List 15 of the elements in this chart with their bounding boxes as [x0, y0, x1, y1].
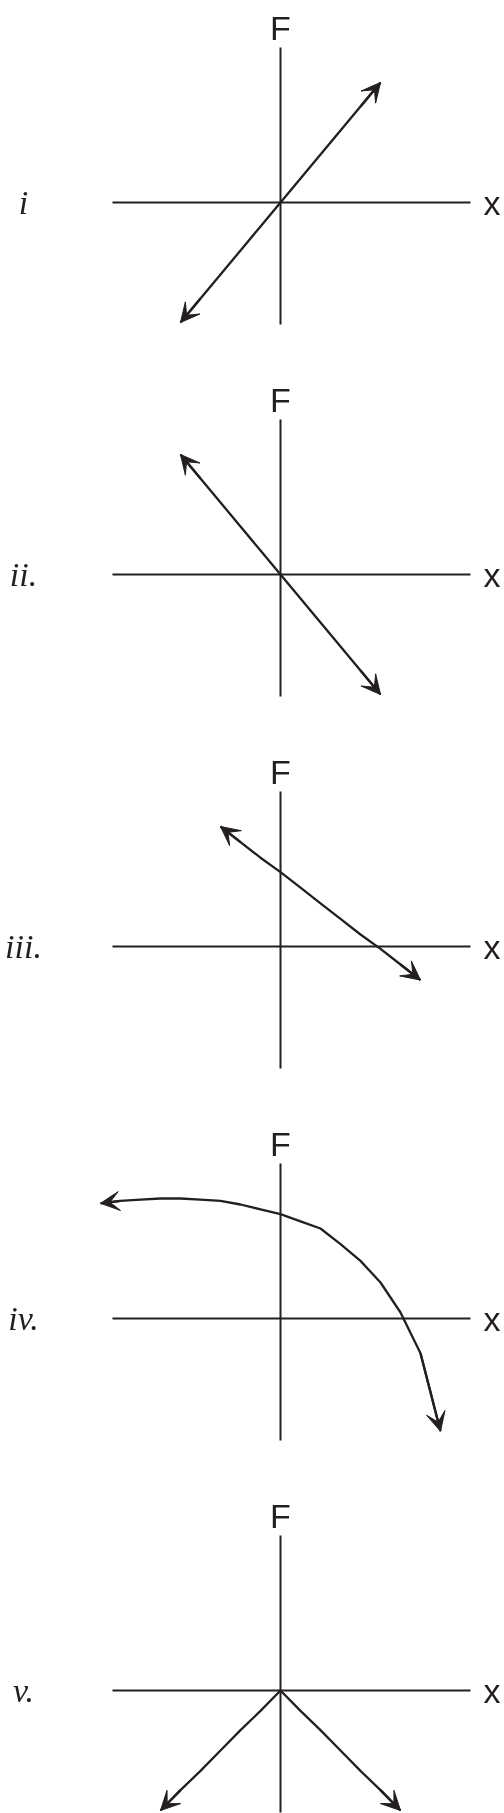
- x-axis-title: x: [483, 183, 501, 222]
- y-axis-title: F: [270, 752, 291, 791]
- y-axis-title: F: [270, 1496, 291, 1535]
- x-axis-title: x: [483, 555, 501, 594]
- chart-title: v.: [12, 1672, 35, 1709]
- text: i: [18, 184, 29, 221]
- x-axis-title: x: [483, 1299, 501, 1338]
- y-axis-title: F: [270, 1124, 291, 1163]
- text: ii.: [9, 556, 38, 593]
- y-axis-title: F: [270, 8, 291, 47]
- y-axis-title: F: [270, 380, 291, 419]
- x-axis-title: x: [483, 927, 501, 966]
- x-axis-title: x: [483, 1671, 501, 1710]
- text: iii.: [5, 928, 42, 965]
- text: iv.: [8, 1300, 39, 1337]
